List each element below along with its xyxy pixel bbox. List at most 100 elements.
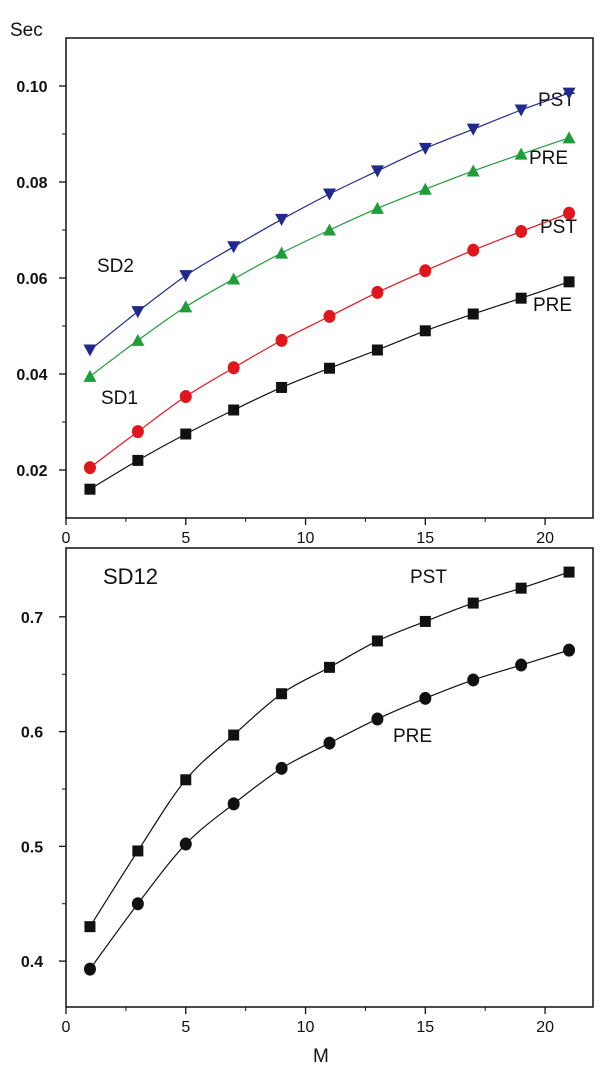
- top-series-sd2-pre-point: [418, 182, 432, 195]
- bottom-series-pre-point: [515, 658, 528, 672]
- bottom-series-pre-point: [131, 897, 144, 911]
- bottom-series-pst-point: [563, 566, 575, 578]
- top-annotation-sd2: SD2: [97, 256, 134, 277]
- top-ytick-label: 0.02: [16, 463, 47, 480]
- top-label-sd2-pre: PRE: [529, 148, 568, 169]
- top-annotation-sd1: SD1: [101, 388, 138, 409]
- top-ylabel: Sec: [10, 20, 43, 41]
- top-series-sd1-pst-point: [515, 224, 528, 238]
- top-series-sd2-pre-point: [466, 164, 480, 177]
- top-label-sd2-pst: PST: [538, 90, 575, 111]
- top-xtick-label: 15: [416, 530, 434, 547]
- bottom-label-pre: PRE: [393, 726, 432, 747]
- top-series-sd1-pst-point: [323, 309, 336, 323]
- bottom-ytick-label: 0.5: [21, 839, 43, 856]
- bottom-chart-panel: SD12 PST PRE M 0 5 10 15 20 0.4 0.5 0.6 0.7: [21, 547, 594, 1067]
- top-xtick-label: 5: [181, 530, 190, 547]
- top-series-sd2-pst-point: [275, 213, 289, 226]
- bottom-series-pst-point: [515, 582, 527, 594]
- top-series-sd2-pre-point: [179, 300, 193, 313]
- top-ytick-label: 0.08: [16, 175, 47, 192]
- bottom-series-pre-point: [323, 736, 336, 750]
- top-series-sd1-pst-point: [227, 361, 240, 375]
- bottom-xtick-label: 0: [62, 1019, 71, 1036]
- bottom-series-pst-point: [180, 774, 192, 786]
- bottom-series-pre-point: [371, 712, 384, 726]
- top-series-sd1-pst-point: [371, 285, 384, 299]
- top-series-sd1-pst-point: [275, 333, 288, 347]
- top-series-sd2-pst-point: [466, 123, 480, 136]
- top-series-sd1-pre-point: [84, 483, 96, 495]
- top-series-sd2-pre-point: [131, 333, 145, 346]
- top-chart-panel: Sec SD2 SD1 PST PRE PST PRE 0 5 10 15 20 0.02…: [10, 20, 594, 547]
- top-series-sd1-pst-point: [563, 206, 576, 220]
- bottom-ytick-label: 0.6: [21, 725, 43, 742]
- top-series-sd2-pst-point: [227, 241, 241, 254]
- top-series-sd2-pst-point: [418, 142, 432, 155]
- bottom-ytick-label: 0.7: [21, 610, 43, 627]
- bottom-series-pst-point: [419, 615, 431, 627]
- bottom-label-pst: PST: [410, 567, 447, 588]
- bottom-series-pre-point: [563, 643, 576, 657]
- top-series-sd2-pre-point: [562, 131, 576, 144]
- top-series-sd2-pre-point: [370, 201, 384, 214]
- top-label-sd1-pst: PST: [540, 217, 577, 238]
- bottom-series-pst-point: [324, 661, 335, 673]
- bottom-series-pst-line: [89, 571, 570, 927]
- bottom-series-pst-point: [84, 921, 96, 933]
- top-series-sd2-pre-point: [227, 272, 241, 285]
- top-series-sd1-pst-point: [467, 243, 480, 257]
- top-series-sd1-pre-point: [419, 325, 431, 337]
- top-ytick-label: 0.10: [16, 79, 47, 96]
- top-series-sd2-pst-point: [131, 306, 145, 319]
- bottom-plot-frame: [65, 547, 594, 1008]
- top-series-sd2-pst-point: [514, 104, 528, 117]
- top-series-sd1-pre-point: [515, 292, 527, 304]
- bottom-xlabel: M: [313, 1046, 329, 1067]
- bottom-series-pst-point: [467, 597, 479, 609]
- top-series-sd2-pst-point: [83, 344, 97, 357]
- bottom-xtick-label: 15: [416, 1019, 434, 1036]
- top-series-sd1-pst-point: [419, 264, 432, 278]
- bottom-xtick-label: 10: [297, 1019, 315, 1036]
- bottom-series-pre-point: [83, 962, 96, 976]
- top-ytick-label: 0.06: [16, 271, 47, 288]
- top-series-sd2-pre-line: [89, 137, 570, 377]
- top-xtick-label: 20: [536, 530, 554, 547]
- top-series-sd2-pst-point: [323, 188, 336, 201]
- bottom-ytick-label: 0.4: [21, 954, 43, 971]
- bottom-series-pre-point: [419, 691, 432, 705]
- top-series-sd1-pre-point: [324, 362, 335, 374]
- bottom-series-pst-point: [276, 688, 288, 700]
- top-series-sd1-pre-point: [467, 308, 479, 320]
- bottom-xtick-label: 5: [181, 1019, 190, 1036]
- top-xtick-label: 0: [62, 530, 71, 547]
- top-series-sd2-pst-point: [179, 270, 193, 283]
- top-xtick-label: 10: [297, 530, 315, 547]
- top-series-sd1-pre-point: [371, 344, 383, 356]
- top-series-sd2-pre-point: [514, 147, 528, 160]
- bottom-annotation-sd12: SD12: [103, 564, 158, 589]
- top-series-sd1-pst-line: [89, 212, 570, 469]
- bottom-series-pre-point: [227, 797, 240, 811]
- top-series-sd2-pst-point: [562, 87, 576, 100]
- bottom-series-pre-point: [179, 837, 192, 851]
- bottom-series-pre-point: [275, 761, 288, 775]
- top-ytick-label: 0.04: [16, 367, 47, 384]
- top-series-sd1-pre-point: [132, 454, 144, 466]
- top-series-sd1-pst-point: [83, 461, 96, 475]
- bottom-xtick-label: 20: [536, 1019, 554, 1036]
- top-label-sd1-pre: PRE: [533, 295, 572, 316]
- top-series-sd2-pst-point: [370, 165, 384, 178]
- top-series-sd2-pre-point: [83, 369, 97, 382]
- bottom-series-pst-point: [371, 635, 383, 647]
- top-series-sd1-pre-point: [228, 404, 240, 416]
- top-series-sd1-pre-point: [276, 381, 288, 393]
- bottom-series-pst-point: [132, 845, 144, 857]
- top-series-sd2-pre-point: [275, 246, 289, 259]
- top-series-sd2-pre-point: [323, 223, 336, 236]
- top-series-sd1-pst-point: [131, 425, 144, 439]
- bottom-series-pre-line: [89, 649, 570, 970]
- top-series-sd1-pst-point: [179, 390, 192, 404]
